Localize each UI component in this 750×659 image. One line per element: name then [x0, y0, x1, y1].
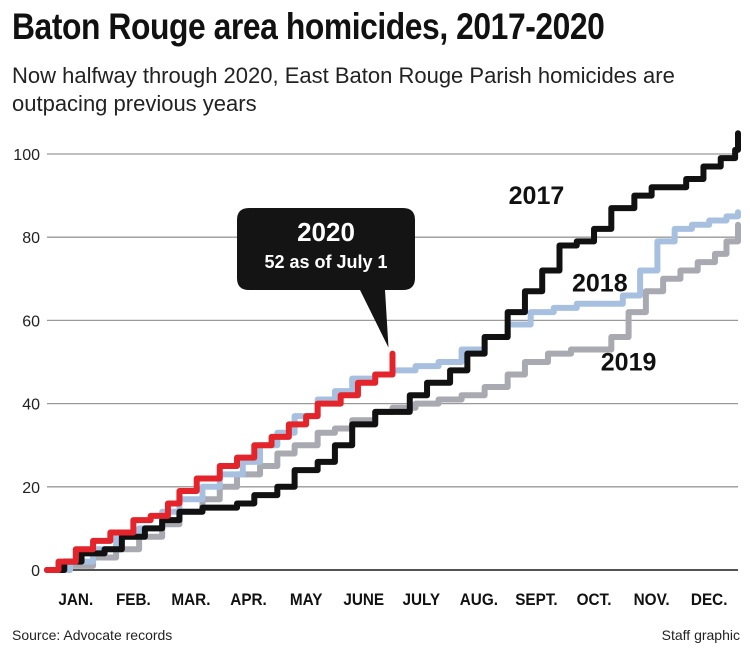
- staff-credit: Staff graphic: [661, 627, 740, 643]
- x-tick-label: NOV.: [634, 590, 670, 609]
- x-tick-labels: JAN. FEB. MAR. APR. MAY JUNE JULY AUG. SEPT. OCT.…: [58, 590, 727, 609]
- y-tick-label: 20: [22, 480, 40, 497]
- x-tick-label: JAN.: [58, 590, 93, 609]
- x-tick-label: DEC.: [691, 590, 728, 609]
- x-tick-label: MAY: [290, 590, 323, 609]
- y-tick-label: 60: [22, 313, 40, 330]
- source-note: Source: Advocate records: [12, 627, 173, 643]
- y-tick-label: 0: [31, 563, 40, 580]
- series-line-2020: [44, 350, 396, 573]
- series-lines: [44, 130, 741, 573]
- x-tick-label: AUG.: [460, 590, 498, 609]
- x-tick-label: JULY: [402, 590, 440, 609]
- callout-bubble: [237, 208, 415, 348]
- x-tick-label: MAR.: [171, 590, 210, 609]
- callout-2020: 2020 52 as of July 1: [237, 208, 415, 348]
- series-label-2017: 2017: [509, 182, 565, 210]
- chart-subtitle: Now halfway through 2020, East Baton Rou…: [12, 63, 675, 116]
- series-label-2018: 2018: [572, 269, 628, 297]
- series-line-2017: [44, 130, 741, 573]
- x-tick-label: JUNE: [343, 590, 384, 609]
- y-tick-label: 100: [13, 147, 40, 164]
- x-tick-label: FEB.: [116, 590, 151, 609]
- x-tick-label: OCT.: [577, 590, 612, 609]
- y-tick-label: 40: [22, 397, 40, 414]
- y-tick-labels: 0 20 40 60 80 100: [13, 147, 40, 580]
- callout-year: 2020: [297, 217, 355, 247]
- y-tick-label: 80: [22, 230, 40, 247]
- chart-title: Baton Rouge area homicides, 2017-2020: [12, 6, 605, 47]
- series-labels: 2017 2018 2019: [509, 182, 657, 376]
- series-label-2019: 2019: [601, 348, 657, 376]
- x-tick-label: SEPT.: [515, 590, 557, 609]
- callout-note: 52 as of July 1: [264, 252, 387, 272]
- x-tick-label: APR.: [230, 590, 267, 609]
